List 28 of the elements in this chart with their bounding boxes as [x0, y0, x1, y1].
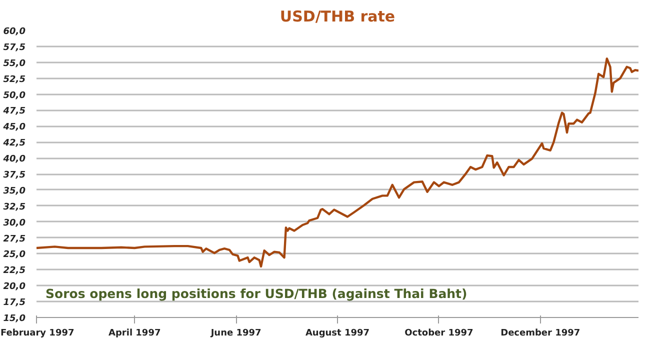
- x-tick-label: October 1997: [404, 328, 474, 338]
- y-tick-label: 17,5: [3, 298, 26, 308]
- x-tick-label: June 1997: [210, 328, 262, 338]
- x-tick-label: December 1997: [500, 328, 580, 338]
- y-tick-label: 20,0: [3, 282, 26, 292]
- x-tick-label: February 1997: [0, 328, 74, 338]
- y-tick-label: 45,0: [2, 122, 26, 133]
- y-tick-label: 27,5: [3, 234, 26, 244]
- y-tick-label: 60,0: [3, 27, 26, 37]
- y-tick-label: 52,5: [3, 74, 26, 85]
- y-tick-label: 37,5: [3, 170, 26, 180]
- x-tick-label: August 1997: [305, 328, 370, 338]
- y-tick-label: 40,0: [2, 154, 26, 165]
- y-tick-label: 25,0: [3, 250, 26, 260]
- y-tick-label: 57,5: [3, 42, 26, 53]
- annotation: Soros opens long positions for USD/THB (against Thai Baht): [46, 286, 468, 301]
- y-tick-label: 15,0: [3, 314, 26, 324]
- y-tick-label: 50,0: [3, 90, 26, 101]
- y-tick-label: 47,5: [2, 106, 26, 117]
- chart-title: USD/THB rate: [280, 8, 396, 26]
- line-series: [36, 57, 638, 268]
- y-tick-label: 35,0: [3, 186, 26, 196]
- y-tick-label: 42,5: [2, 138, 26, 149]
- y-tick-label: 30,0: [3, 218, 26, 228]
- y-tick-label: 32,5: [3, 202, 26, 212]
- x-tick-label: April 1997: [108, 328, 161, 338]
- y-tick-label: 55,0: [3, 58, 26, 69]
- y-tick-label: 22,5: [3, 266, 26, 276]
